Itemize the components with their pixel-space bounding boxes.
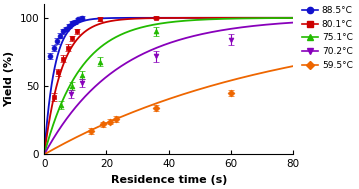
Legend: 88.5°C, 80.1°C, 75.1°C, 70.2°C, 59.5°C: 88.5°C, 80.1°C, 75.1°C, 70.2°C, 59.5°C	[300, 4, 355, 72]
X-axis label: Residence time (s): Residence time (s)	[111, 175, 227, 185]
Y-axis label: Yield (%): Yield (%)	[4, 51, 14, 107]
